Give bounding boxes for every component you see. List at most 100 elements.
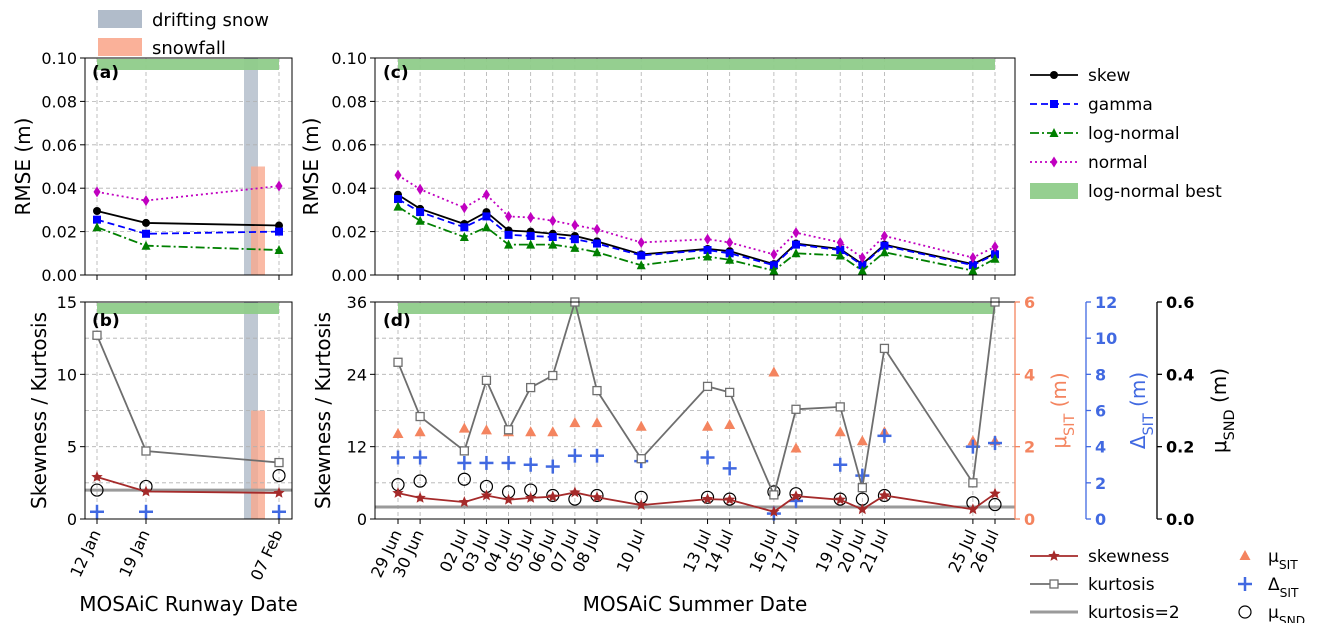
panel-c-gamma-point: [460, 223, 469, 232]
panel-c-normal-point: [726, 236, 734, 248]
legend-label-kurt2: kurtosis=2: [1088, 603, 1180, 623]
panel-c: 0.00 0.02 0.04 0.06 0.08 0.10 (c) RMSE (m): [299, 49, 1016, 285]
panel-d-kurtosis-point: [769, 490, 779, 500]
panel-c-log-normal-point: [791, 248, 801, 258]
panel-d-skewness-point: [768, 505, 780, 517]
panel-d-ylabel: Skewness / Kurtosis: [311, 312, 335, 509]
panel-d-kurtosis-point: [503, 425, 514, 435]
panel-d-kurtosis-point: [526, 382, 536, 393]
panel-a-label: (a): [92, 63, 119, 83]
panel-d-mu-sit-point: [768, 366, 780, 377]
legend-label-lognormal: log-normal: [1088, 124, 1180, 144]
legend-label-patch: log-normal best: [1088, 182, 1222, 202]
snowfall-span: [251, 410, 265, 519]
panel-c-log-normal-point: [393, 201, 403, 211]
panel-c-log-normal-point: [592, 247, 602, 257]
panel-c-log-normal-point: [769, 265, 779, 275]
panel-c-frame: [374, 57, 1016, 276]
panel-c-gamma-point: [725, 249, 734, 258]
panel-b-frame: [84, 301, 293, 520]
panel-d-mu-snd-point: [700, 490, 715, 504]
panel-d-skewness-point: [635, 499, 647, 510]
panel-d-skewness-point: [502, 493, 515, 505]
stats-legend: skewness kurtosis kurtosis=2 μSIT ΔSIT μSND: [1030, 547, 1305, 623]
panel-c-gamma-point: [526, 231, 535, 240]
snowfall-span: [251, 166, 265, 275]
panel-a-ytick-label: 0.10: [41, 49, 77, 68]
legend-swatch-log-normal-best: [1030, 183, 1078, 199]
panel-b-ytick-label: 10: [57, 365, 77, 384]
panel-b-xtick-label: 19 Jan: [115, 527, 153, 580]
panel-d-skewness-point: [547, 490, 559, 502]
legend-marker-tri: [1239, 550, 1251, 560]
panel-b-xtick-label: 07 Feb: [247, 527, 287, 584]
mu-sit-axis-label: μSIT (m): [1047, 372, 1078, 448]
panel-b-skewness-point: [91, 471, 103, 482]
panel-d-mu-snd-point: [988, 497, 1002, 512]
panel-c-normal-point: [571, 219, 579, 231]
panel-d-kurtosis-point: [857, 483, 867, 493]
panel-b-skewness-point: [273, 486, 285, 498]
panel-b-skewness-point: [140, 485, 152, 497]
panel-a-ytick-label: 0.00: [41, 266, 77, 285]
panel-c-gamma-point: [792, 240, 800, 249]
panel-d-skewness-point: [723, 493, 736, 505]
panel-d-kurtosis-point: [481, 375, 492, 386]
panel-d-kurtosis-point: [702, 381, 713, 392]
panel-c-normal-point: [460, 202, 468, 214]
panel-c-normal-point: [836, 236, 844, 248]
panel-c-ylabel: RMSE (m): [299, 118, 323, 216]
delta-sit-axis-tick-label: 6: [1095, 402, 1106, 421]
panel-c-normal-point: [969, 252, 977, 264]
panel-d-skewness-point: [701, 493, 714, 504]
legend-label-plus: ΔSIT: [1268, 575, 1299, 600]
panel-c-log-normal-point: [636, 260, 646, 270]
panel-d-mu-sit-point: [392, 428, 404, 439]
panel-d-mu-sit-point: [591, 417, 603, 428]
panel-a-log-normal-point: [141, 240, 151, 250]
panel-d-mu-snd-point: [457, 472, 471, 486]
panel-d-skewness-point: [524, 491, 537, 503]
panel-d-mu-sit-point: [414, 426, 426, 437]
panel-d-skewness-point: [569, 486, 581, 498]
delta-sit-axis-label: ΔSIT (m): [1126, 372, 1157, 449]
panel-c-normal-point: [505, 210, 513, 222]
panel-c-log-normal-point: [548, 239, 558, 249]
panel-c-normal-point: [637, 236, 645, 248]
delta-sit-axis-tick-label: 4: [1095, 438, 1106, 457]
panel-d-skewness-point: [856, 503, 869, 515]
panel-d-mu-snd-point: [877, 488, 892, 503]
panel-c-log-normal-point: [879, 247, 889, 257]
panel-d-kurtosis-point: [459, 446, 469, 456]
delta-sit-axis-tick-label: 8: [1095, 365, 1106, 384]
panel-a-frame: [84, 57, 293, 276]
log-normal-best-band: [398, 59, 995, 70]
panel-c-log-normal-point: [835, 250, 845, 260]
panel-d-mu-sit-point: [635, 420, 647, 431]
panel-d-ytick-label: 12: [347, 438, 367, 457]
panel-c-normal-point: [482, 189, 490, 201]
panel-a-ylabel: RMSE (m): [11, 118, 35, 216]
panel-a-ytick-label: 0.02: [41, 223, 77, 242]
panel-c-log-normal-point: [968, 265, 978, 275]
panel-a-ytick-label: 0.04: [41, 179, 77, 198]
panel-d-skewness-point: [878, 489, 891, 501]
mu-snd-axis-label: μSND (m): [1207, 368, 1238, 453]
panel-c-log-normal-point: [857, 265, 867, 275]
panel-a-normal-line: [96, 185, 280, 202]
legend-label-gamma: gamma: [1088, 95, 1153, 115]
panel-c-gamma-point: [703, 246, 712, 255]
panel-b-mu-snd-point: [272, 469, 286, 483]
panel-c-gamma-point: [482, 212, 491, 221]
panel-d-frame: [374, 301, 1016, 520]
panel-c-normal-point: [880, 230, 888, 242]
panel-c-gamma-point: [880, 241, 889, 250]
panel-a-skew-point: [275, 221, 283, 230]
panel-d-skewness-point: [989, 487, 1001, 499]
legend-marker-normal: [1050, 156, 1058, 168]
panel-d-xlabel: MOSAiC Summer Date: [583, 592, 808, 616]
panel-c-normal-point: [549, 215, 557, 227]
panel-c-gamma-point: [836, 246, 845, 255]
